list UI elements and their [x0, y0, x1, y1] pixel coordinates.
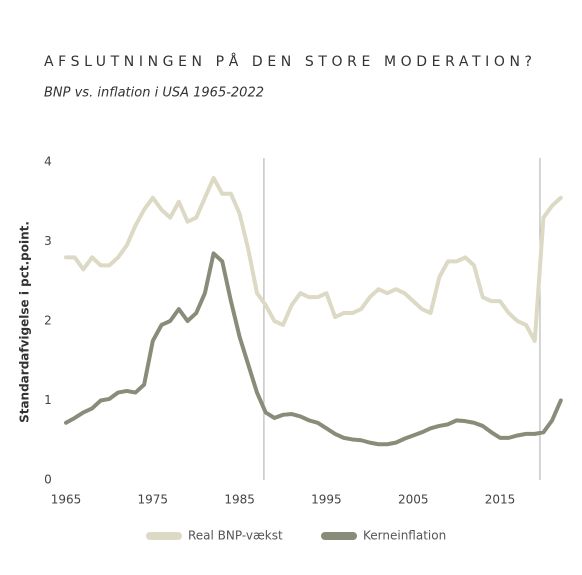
x-tick-label: 1965 [51, 493, 82, 507]
x-tick-label: 1995 [311, 493, 342, 507]
x-tick-label: 1985 [224, 493, 255, 507]
series-line [64, 175, 563, 343]
y-tick-label: 0 [44, 473, 52, 487]
x-tick-label: 1975 [138, 493, 169, 507]
chart-title: AFSLUTNINGEN PÅ DEN STORE MODERATION? [44, 53, 537, 70]
y-tick-label: 3 [44, 234, 52, 248]
legend-label: Kerneinflation [363, 529, 446, 543]
x-tick-label: 2015 [485, 493, 516, 507]
chart-subtitle: BNP vs. inflation i USA 1965-2022 [44, 86, 264, 101]
y-tick-label: 2 [44, 314, 52, 328]
y-tick-label: 4 [44, 155, 52, 169]
y-axis-label: Standardafvigelse i pct.point. [18, 221, 32, 423]
x-tick-label: 2005 [398, 493, 429, 507]
legend-label: Real BNP-vækst [188, 529, 283, 543]
series-line [64, 251, 563, 447]
y-tick-label: 1 [44, 393, 52, 407]
